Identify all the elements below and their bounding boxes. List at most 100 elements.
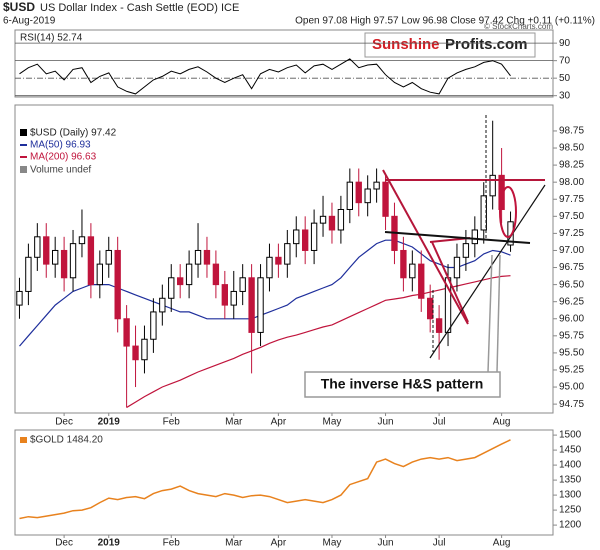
candle-body (435, 318, 443, 333)
legend-swatch (20, 129, 27, 136)
x-tick-label: May (323, 417, 342, 428)
y-tick-label: 98.00 (559, 177, 584, 188)
y-tick-label: 98.25 (559, 160, 584, 171)
x-tick-label: Dec (55, 538, 73, 549)
candle-body (373, 181, 380, 190)
candle-body (60, 249, 68, 279)
candle-body (52, 249, 59, 265)
candle-body (159, 297, 166, 313)
candle-body (462, 243, 470, 258)
y-tick-label: 95.00 (559, 382, 584, 393)
y-tick-label: 98.75 (559, 126, 584, 137)
candle-body (150, 311, 157, 340)
candle-body (141, 338, 148, 361)
y-tick-label: 95.75 (559, 330, 584, 341)
y-tick-label: 96.75 (559, 262, 584, 273)
highlight-ellipse (499, 186, 517, 238)
y-tick-label: 30 (559, 90, 571, 101)
y-tick-label: 1250 (559, 505, 582, 516)
legend-label: MA(200) 96.63 (30, 152, 97, 163)
candle-body (319, 215, 327, 224)
annotation-box (304, 371, 501, 398)
candle-body (132, 345, 139, 361)
y-tick-label: 1500 (559, 430, 582, 441)
candle-body (69, 243, 77, 279)
y-tick-label: 95.50 (559, 348, 584, 359)
candle-body (248, 277, 255, 333)
candle-body (266, 256, 273, 279)
candle-body (337, 208, 345, 231)
x-tick-label: Jun (377, 417, 393, 428)
candle-body (498, 174, 505, 210)
candle-body (221, 284, 228, 306)
candle-body (293, 229, 300, 245)
pointer-line (487, 254, 493, 373)
candle-body (364, 188, 371, 204)
series-line (19, 439, 511, 520)
candle-body (418, 263, 425, 299)
candle-body (105, 249, 112, 265)
candle-body (212, 263, 220, 286)
candle-body (96, 263, 104, 286)
x-tick-label: 2019 (98, 417, 121, 428)
x-tick-label: Jul (433, 538, 446, 549)
gold-frame (14, 429, 554, 536)
y-tick-label: 97.00 (559, 245, 584, 256)
y-tick-label: 98.50 (559, 143, 584, 154)
wedge-line (429, 184, 546, 359)
annotation-text: The inverse H&S pattern (321, 376, 484, 392)
candle-body (203, 249, 211, 265)
candle-body (489, 174, 496, 197)
y-tick-label: 96.25 (559, 296, 584, 307)
trend-line (431, 241, 469, 323)
x-tick-label: Aug (493, 538, 511, 549)
candle-body (230, 290, 237, 306)
candle-body (16, 290, 23, 306)
candle-body (284, 243, 291, 265)
candle-body (25, 256, 32, 292)
candle-body (114, 249, 121, 320)
x-tick-label: Jul (433, 417, 446, 428)
candle-body (471, 229, 478, 245)
candle-body (34, 236, 41, 258)
instrument-name: US Dollar Index - Cash Settle (EOD) ICE (40, 2, 239, 14)
y-tick-label: 97.50 (559, 211, 584, 222)
legend-label: $USD (Daily) 97.42 (30, 128, 117, 139)
candle-body (355, 181, 362, 204)
x-tick-label: Apr (271, 538, 287, 549)
legend-label: RSI(14) 52.74 (20, 33, 83, 44)
candle-body (409, 263, 416, 279)
candle-body (346, 181, 353, 210)
y-tick-label: 1200 (559, 520, 582, 531)
candle-body (185, 263, 193, 286)
price-frame (14, 104, 554, 414)
y-tick-label: 1400 (559, 460, 582, 471)
quote: Open 97.08 High 97.57 Low 96.98 Close 97… (295, 16, 595, 27)
y-tick-label: 50 (559, 73, 571, 84)
legend-swatch (20, 437, 27, 443)
neckline (384, 231, 531, 244)
series-line (19, 58, 511, 95)
candle-body (302, 229, 309, 251)
candle-body (239, 277, 246, 292)
candle-body (427, 297, 434, 320)
logo-part2: Profits.com (445, 36, 528, 53)
candle-body (382, 181, 389, 217)
legend-label: Volume undef (30, 165, 91, 176)
x-tick-label: 2019 (98, 538, 121, 549)
candle-body (194, 249, 202, 265)
y-tick-label: 70 (559, 55, 571, 66)
candle-body (177, 277, 184, 286)
annotations: The inverse H&S pattern (304, 115, 546, 398)
candle-body (87, 236, 95, 286)
trend-line (382, 169, 469, 325)
y-tick-label: 96.00 (559, 313, 584, 324)
x-tick-label: Dec (55, 417, 73, 428)
x-tick-label: Mar (225, 417, 243, 428)
legend-label: $GOLD 1484.20 (30, 435, 103, 446)
y-tick-label: 94.75 (559, 399, 584, 410)
candle-body (123, 318, 130, 347)
y-tick-label: 1300 (559, 490, 582, 501)
candle-body (310, 222, 318, 251)
